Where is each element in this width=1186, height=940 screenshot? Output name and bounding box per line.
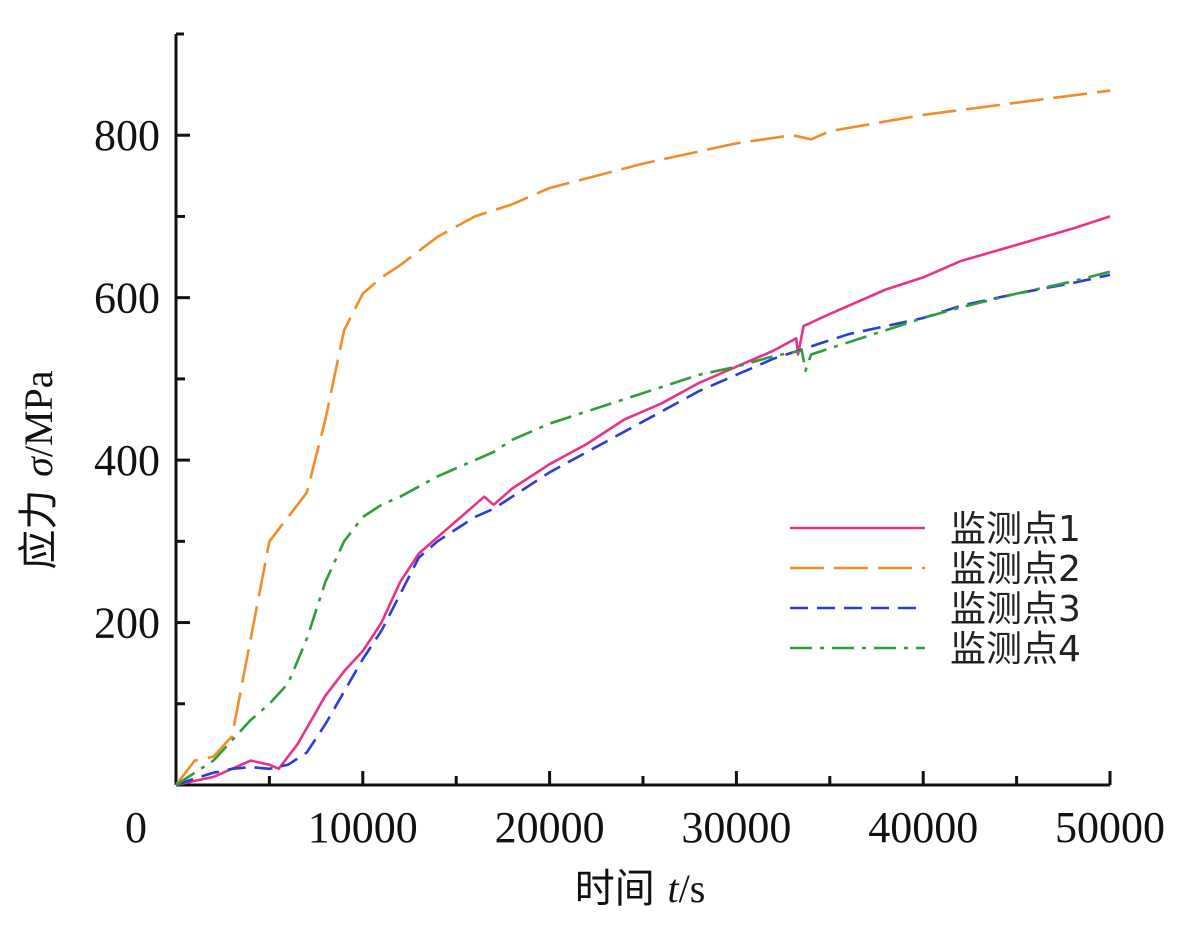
y-axis-title: 应力 σ/MPa: [16, 370, 62, 569]
axes: 0 10000 20000 30000 40000 50000 200 400 600 800: [94, 32, 1165, 852]
x-tick-label: 40000: [868, 803, 978, 852]
x-tick-label: 30000: [681, 803, 791, 852]
x-axis-title: 时间 t/s: [575, 866, 706, 912]
y-tick-label: 200: [94, 599, 160, 648]
x-tick-label: 0: [125, 803, 147, 852]
x-tick-label: 50000: [1055, 803, 1165, 852]
series-line-4: [175, 270, 1111, 787]
legend-label-1: 监测点1: [950, 509, 1081, 550]
legend-label-2: 监测点2: [950, 549, 1081, 590]
x-axis-title-var: t: [667, 866, 679, 911]
x-axis-title-prefix: 时间: [575, 866, 668, 912]
y-axis-title-unit: /MPa: [16, 370, 61, 457]
x-tick-label: 10000: [308, 803, 418, 852]
y-axis-title-prefix: 应力: [16, 477, 62, 570]
y-tick-label: 800: [94, 111, 160, 160]
legend-label-3: 监测点3: [950, 589, 1081, 630]
series-line-2: [174, 89, 1111, 786]
x-axis-title-unit: /s: [679, 866, 706, 911]
series-line-3: [175, 273, 1111, 787]
y-tick-label: 600: [94, 274, 160, 323]
series-line-1: [175, 215, 1111, 787]
legend-label-4: 监测点4: [950, 629, 1081, 670]
series-layer: [174, 89, 1111, 787]
x-tick-label: 20000: [495, 803, 605, 852]
y-tick-label: 400: [94, 436, 160, 485]
y-axis-title-var: σ: [16, 456, 61, 477]
